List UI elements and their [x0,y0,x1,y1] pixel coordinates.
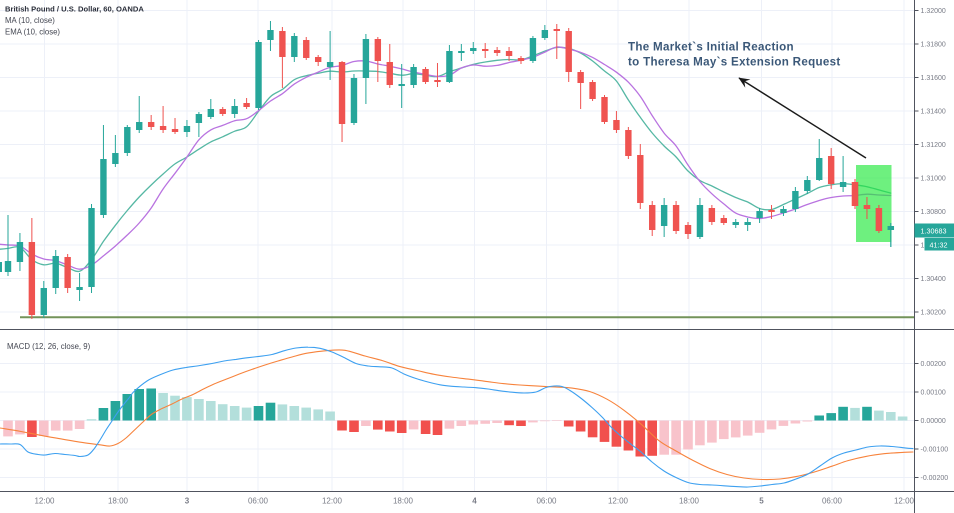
svg-text:12:00: 12:00 [608,497,629,506]
svg-text:3: 3 [185,497,190,506]
svg-text:1.31000: 1.31000 [921,176,946,183]
svg-text:-0.00100: -0.00100 [921,447,949,454]
svg-text:1.30800: 1.30800 [921,209,946,216]
svg-text:The Market`s Initial Reaction: The Market`s Initial Reaction [628,41,794,54]
svg-text:12:00: 12:00 [894,497,915,506]
svg-text:0.00100: 0.00100 [921,390,946,397]
svg-text:5: 5 [759,497,764,506]
svg-text:41:32: 41:32 [930,240,948,249]
svg-text:4: 4 [472,497,477,506]
svg-text:MACD (12, 26, close, 9): MACD (12, 26, close, 9) [7,342,91,351]
svg-text:18:00: 18:00 [393,497,414,506]
svg-text:1.31800: 1.31800 [921,42,946,49]
svg-text:1.31600: 1.31600 [921,75,946,82]
svg-text:to Theresa May`s Extension Req: to Theresa May`s Extension Request [628,55,841,68]
svg-text:British Pound / U.S. Dollar, 6: British Pound / U.S. Dollar, 60, OANDA [5,5,144,14]
svg-text:12:00: 12:00 [34,497,55,506]
svg-text:-0.00200: -0.00200 [921,475,949,482]
svg-text:1.32000: 1.32000 [921,8,946,15]
svg-text:12:00: 12:00 [322,497,343,506]
svg-text:06:00: 06:00 [536,497,557,506]
svg-text:06:00: 06:00 [248,497,269,506]
svg-text:1.30200: 1.30200 [921,310,946,317]
svg-text:0.00000: 0.00000 [921,418,946,425]
svg-text:EMA (10, close): EMA (10, close) [5,27,60,36]
svg-text:1.31200: 1.31200 [921,142,946,149]
svg-text:1.30400: 1.30400 [921,276,946,283]
svg-text:1.30683: 1.30683 [921,227,947,236]
svg-text:0.00200: 0.00200 [921,361,946,368]
svg-text:18:00: 18:00 [679,497,700,506]
svg-text:06:00: 06:00 [822,497,843,506]
svg-text:1.31400: 1.31400 [921,109,946,116]
svg-text:MA (10, close): MA (10, close) [5,16,55,25]
svg-text:18:00: 18:00 [108,497,129,506]
